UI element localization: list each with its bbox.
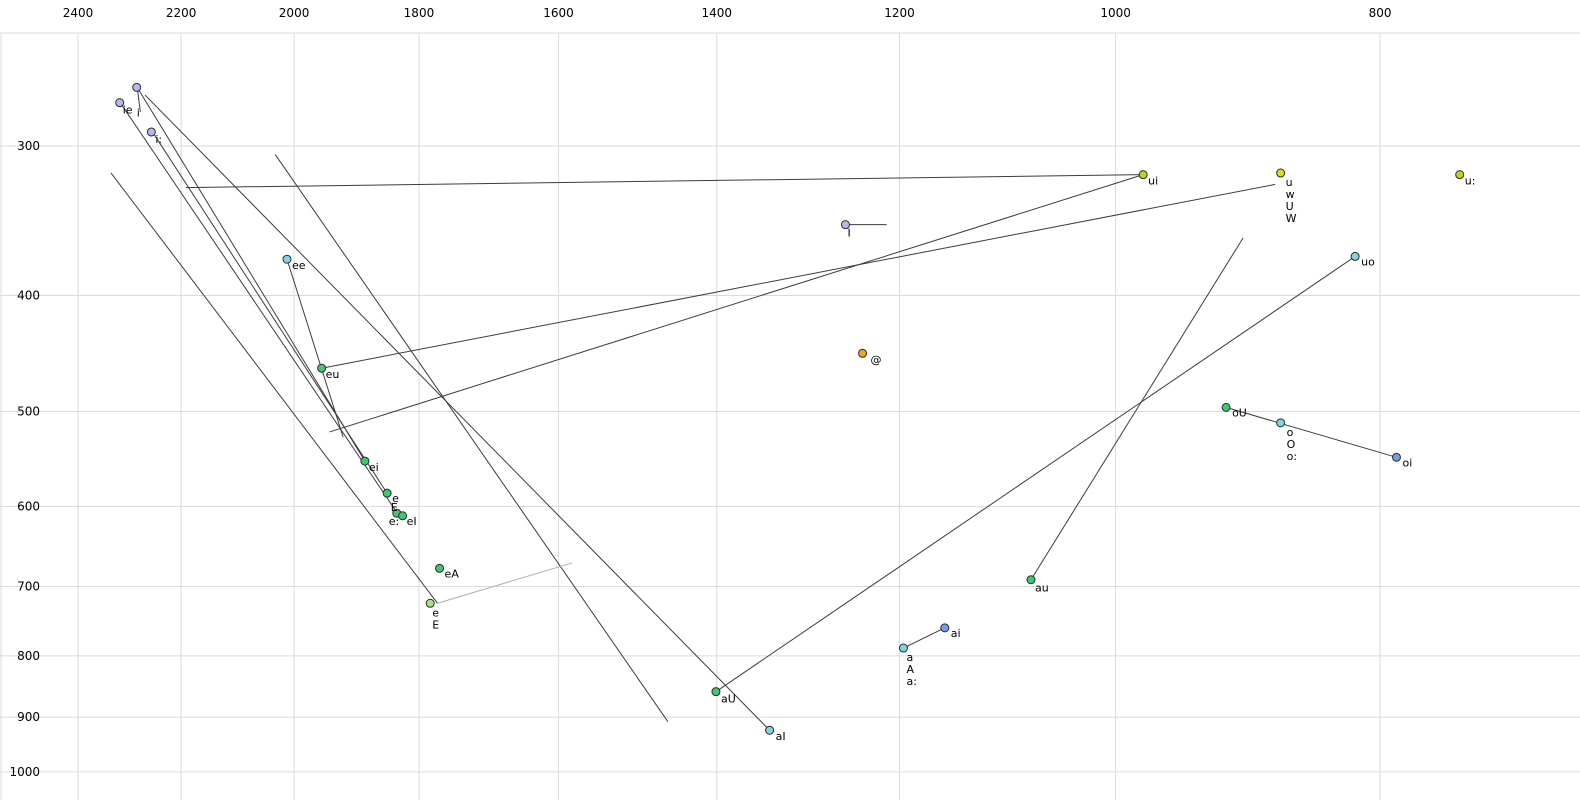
point-label-E: E <box>432 618 439 631</box>
x-tick-label: 2200 <box>166 6 197 20</box>
point-label-ui: ui <box>1148 175 1158 188</box>
data-point-o <box>1276 418 1286 428</box>
data-point-aI <box>765 725 775 735</box>
x-tick-label: 1000 <box>1100 6 1131 20</box>
trajectory-line <box>274 154 669 722</box>
point-label-eI: eI <box>407 515 417 528</box>
point-label-e:: e: <box>389 515 399 528</box>
y-tick-label: 300 <box>17 139 40 153</box>
point-label-ai: ai <box>951 627 961 640</box>
point-label-au: au <box>1035 582 1049 595</box>
trajectory-line <box>321 183 1276 369</box>
trajectory-line <box>1030 237 1244 581</box>
point-label-i: i <box>137 106 140 119</box>
data-point-eI <box>398 511 408 521</box>
data-point-ee <box>282 254 292 264</box>
data-point-e-gray <box>425 598 435 608</box>
point-label-e: e <box>432 606 439 619</box>
point-label-ee: ee <box>292 259 306 272</box>
x-tick-label: 2000 <box>279 6 310 20</box>
point-label-o: o <box>1287 426 1294 439</box>
point-label-o:: o: <box>1287 450 1297 463</box>
y-tick-label: 1000 <box>9 765 40 779</box>
y-tick-label: 900 <box>17 710 40 724</box>
point-label-uo: uo <box>1361 255 1375 268</box>
data-point-uo <box>1350 251 1360 261</box>
y-tick-label: 700 <box>17 579 40 593</box>
point-label-U: U <box>1286 200 1294 213</box>
data-point-oi <box>1391 452 1401 462</box>
point-label-a: a <box>906 651 913 664</box>
point-label-@: @ <box>871 353 882 366</box>
data-point-ie <box>115 98 125 108</box>
data-point-u: <box>1455 170 1465 180</box>
x-tick-label: 1800 <box>404 6 435 20</box>
y-tick-label: 600 <box>17 499 40 513</box>
x-tick-label: 1600 <box>543 6 574 20</box>
x-tick-label: 1400 <box>702 6 733 20</box>
point-label-i:: i: <box>155 133 162 146</box>
data-point-u <box>1276 168 1286 178</box>
trajectory-line <box>119 102 398 513</box>
y-tick-label: 800 <box>17 649 40 663</box>
point-label-u: u <box>1286 176 1293 189</box>
data-point-i <box>132 82 142 92</box>
point-label-eA: eA <box>445 567 460 580</box>
point-label-W: W <box>1286 212 1297 225</box>
point-label-A: A <box>906 663 914 676</box>
trajectory-line <box>329 174 1144 433</box>
y-tick-label: 400 <box>17 289 40 303</box>
point-label-e: e <box>392 492 399 505</box>
trajectory-line <box>437 562 573 604</box>
point-label-ei: ei <box>369 461 379 474</box>
point-label-oU: oU <box>1232 406 1247 419</box>
data-point-i: <box>146 127 156 137</box>
trajectory-line <box>903 627 946 649</box>
point-label-eu: eu <box>326 368 340 381</box>
data-point-a <box>898 643 908 653</box>
point-label-u:: u: <box>1465 175 1476 188</box>
trajectory-line <box>185 174 1144 189</box>
trajectory-line <box>286 259 344 438</box>
y-tick-label: 500 <box>17 405 40 419</box>
data-point-au <box>1026 575 1036 585</box>
data-point-e <box>382 488 392 498</box>
point-label-oi: oi <box>1402 456 1412 469</box>
point-label-O: O <box>1287 438 1296 451</box>
point-label-w: w <box>1286 188 1295 201</box>
data-point-ai <box>940 623 950 633</box>
data-point-ei <box>360 456 370 466</box>
trajectory-line <box>110 172 438 604</box>
point-label-a:: a: <box>906 675 916 688</box>
x-tick-label: 2400 <box>63 6 94 20</box>
data-point-eu <box>317 363 327 373</box>
x-tick-label: 800 <box>1369 6 1392 20</box>
data-point-@ <box>858 348 868 358</box>
trajectory-line <box>144 94 770 731</box>
point-label-I: I <box>847 227 850 240</box>
trajectory-line <box>136 87 366 462</box>
point-label-aI: aI <box>776 730 786 743</box>
data-point-oU <box>1221 402 1231 412</box>
trajectory-line <box>715 256 1356 693</box>
point-label-aU: aU <box>721 693 736 706</box>
data-point-eA <box>435 563 445 573</box>
point-label-E: E <box>391 501 398 514</box>
point-label-ie: ie <box>123 104 133 117</box>
x-tick-label: 1200 <box>884 6 915 20</box>
trajectory-line <box>1225 406 1397 458</box>
data-point-aU <box>711 687 721 697</box>
data-point-I <box>840 220 850 230</box>
data-point-ui <box>1138 170 1148 180</box>
